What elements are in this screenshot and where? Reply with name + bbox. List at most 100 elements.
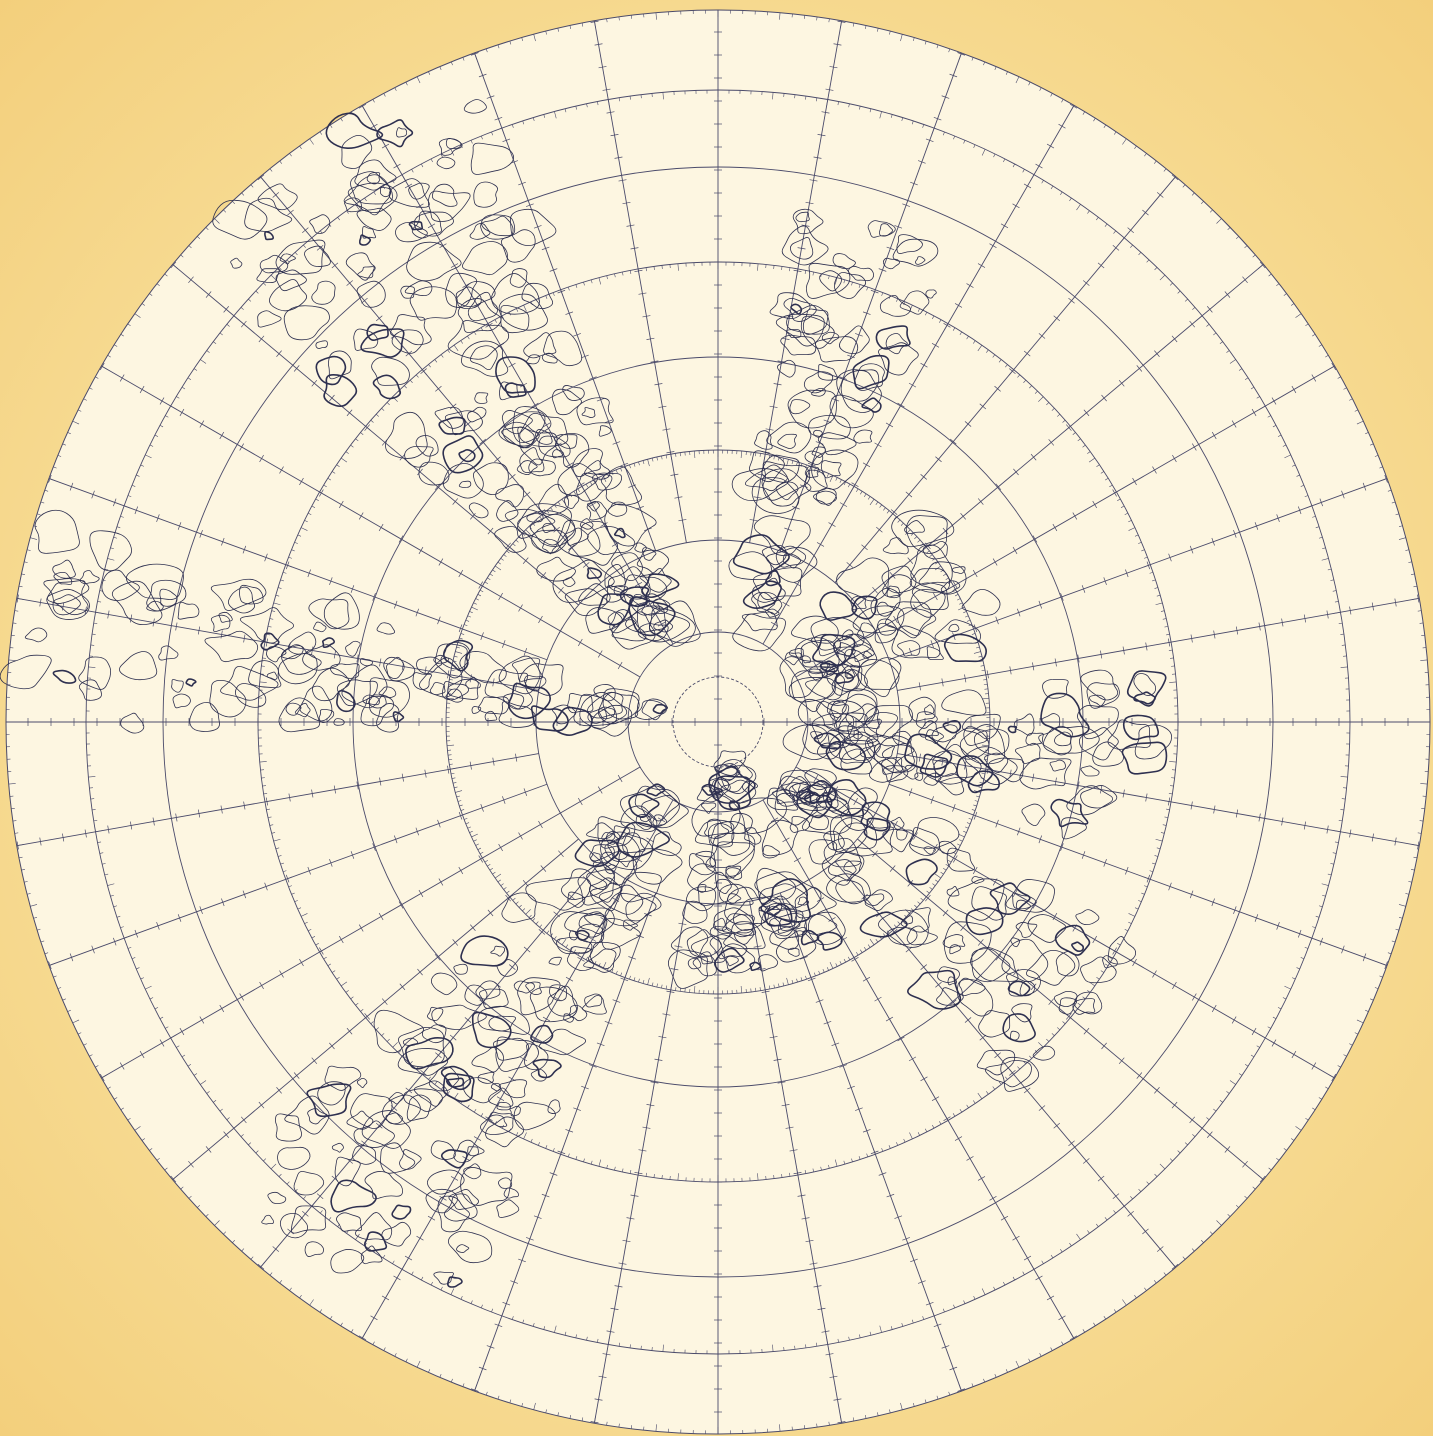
contour — [467, 406, 487, 423]
tick — [622, 201, 631, 205]
tick — [1391, 940, 1396, 943]
contour — [931, 724, 958, 743]
tick — [526, 203, 534, 207]
tick — [1017, 374, 1021, 378]
tick — [917, 901, 921, 905]
tick — [1054, 658, 1057, 667]
tick — [269, 1272, 273, 1276]
tick — [336, 977, 340, 980]
tick — [33, 917, 38, 919]
tick — [458, 624, 463, 633]
tick — [149, 1148, 153, 1151]
contour — [668, 949, 708, 989]
tick — [1394, 598, 1397, 607]
tick — [473, 839, 477, 842]
tick — [471, 833, 478, 838]
contour — [701, 802, 717, 814]
contour — [688, 853, 716, 876]
contour — [687, 957, 702, 970]
tick — [959, 839, 963, 842]
tick — [914, 904, 918, 908]
tick — [1254, 522, 1259, 530]
tick — [1304, 946, 1309, 949]
tick — [19, 585, 23, 588]
tick — [828, 1421, 830, 1426]
tick — [852, 23, 855, 27]
tick — [757, 1173, 759, 1181]
tick — [44, 489, 49, 492]
tick — [474, 1384, 478, 1392]
tick — [861, 544, 868, 551]
tick — [538, 929, 546, 935]
tick — [1311, 1062, 1317, 1070]
contour — [306, 1083, 352, 1118]
tick — [206, 1091, 210, 1094]
tick — [638, 292, 647, 295]
contour — [863, 893, 885, 906]
contour — [542, 522, 555, 534]
tick — [666, 990, 675, 993]
contour — [440, 1149, 468, 1169]
tick — [1284, 454, 1291, 459]
tick — [1053, 1122, 1061, 1129]
tick — [392, 1042, 398, 1048]
tick — [1172, 454, 1177, 463]
tick — [477, 594, 482, 597]
tick — [1076, 204, 1081, 211]
tick — [1134, 534, 1139, 537]
contour — [597, 816, 636, 849]
tick — [1296, 967, 1300, 970]
contour — [641, 698, 668, 721]
tick — [1238, 368, 1243, 371]
contour — [353, 1120, 395, 1148]
tick — [120, 1107, 124, 1111]
contour — [911, 582, 949, 611]
tick — [973, 1100, 976, 1104]
tick — [30, 904, 38, 907]
tick — [223, 1231, 227, 1235]
tick — [299, 1295, 302, 1299]
tick — [772, 1344, 774, 1352]
tick — [1326, 825, 1329, 834]
contour — [844, 649, 869, 668]
tick — [399, 453, 406, 461]
tick — [560, 1147, 564, 1155]
tick — [977, 939, 984, 946]
tick — [567, 1153, 570, 1158]
tick — [598, 1375, 607, 1378]
contour — [269, 279, 308, 312]
tick — [675, 987, 677, 991]
tick — [1000, 223, 1009, 229]
contour — [1019, 980, 1036, 997]
contour — [604, 892, 657, 927]
tick — [285, 564, 293, 568]
contour — [862, 651, 872, 659]
contour — [775, 930, 817, 963]
tick — [903, 1138, 906, 1143]
tick — [455, 651, 463, 654]
contour — [961, 588, 1001, 616]
tick — [622, 271, 624, 276]
tick — [813, 156, 822, 159]
tick — [508, 362, 516, 368]
tick — [116, 915, 121, 918]
contour — [601, 918, 641, 950]
tick — [807, 462, 816, 467]
tick — [957, 598, 961, 601]
contour — [598, 425, 612, 437]
contour — [412, 672, 432, 690]
contour — [978, 1010, 1011, 1038]
tick — [440, 153, 443, 158]
tick — [107, 558, 115, 561]
tick — [867, 944, 871, 948]
contour — [321, 637, 336, 648]
tick — [943, 867, 947, 871]
tick — [886, 1193, 895, 1198]
tick — [560, 289, 564, 297]
contour — [800, 655, 811, 664]
tick — [91, 945, 95, 954]
contour — [907, 969, 962, 1010]
tick — [154, 434, 159, 437]
tick — [438, 878, 444, 886]
tick — [1152, 579, 1156, 582]
